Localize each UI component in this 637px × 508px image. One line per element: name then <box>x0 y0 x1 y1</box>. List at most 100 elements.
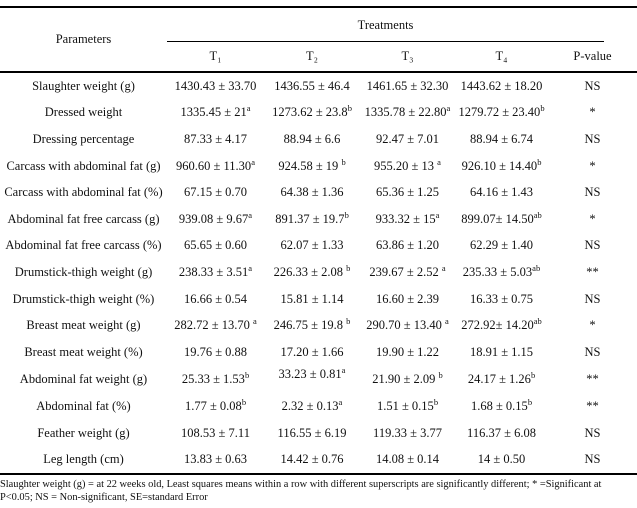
treatment-value-cell: 62.07 ± 1.33 <box>280 238 344 253</box>
treatment-value-cell: 239.67 ± 2.52 a <box>369 262 446 279</box>
treatment-value-cell: 1335.78 ± 22.80a <box>364 103 451 120</box>
parameter-cell: Breast meat weight (g) <box>26 318 141 333</box>
treatment-value-cell: 88.94 ± 6.74 <box>469 131 534 146</box>
treatment-value-cell: 87.33 ± 4.17 <box>183 131 248 146</box>
treatment-value-cell: 63.86 ± 1.20 <box>375 238 440 253</box>
treatment-value-cell: 13.83 ± 0.63 <box>183 452 248 467</box>
parameter-cell: Drumstick-thigh weight (g) <box>14 264 153 279</box>
treatment-value-cell: 246.75 ± 19.8 b <box>273 315 351 333</box>
treatment-value-cell: 19.90 ± 1.22 <box>375 344 440 359</box>
column-header-t3: T₃ <box>360 42 455 73</box>
table-row: Breast meat weight (%) 19.76 ± 0.88 17.20 … <box>0 339 637 366</box>
treatment-value-cell: 939.08 ± 9.67a <box>178 209 253 226</box>
parameter-cell: Drumstick-thigh weight (%) <box>12 291 155 306</box>
table-row: Dressing percentage 87.33 ± 4.17 88.94 ± 6… <box>0 126 637 153</box>
treatment-value-cell: 17.20 ± 1.66 <box>280 344 344 359</box>
treatment-value-cell: 2.32 ± 0.13a <box>281 396 343 413</box>
parameter-cell: Dressing percentage <box>32 131 135 146</box>
footnote-line: Slaughter weight (g) = at 22 weeks old, … <box>0 478 602 490</box>
treatment-value-cell: 65.65 ± 0.60 <box>183 238 248 253</box>
treatment-value-cell: 226.33 ± 2.08 b <box>273 262 351 279</box>
parameter-cell: Breast meat weight (%) <box>24 344 143 359</box>
treatment-value-cell: 16.60 ± 2.39 <box>375 291 440 306</box>
treatment-value-cell: 891.37 ± 19.7b <box>275 209 349 226</box>
treatment-value-cell: 24.17 ± 1.26b <box>467 369 536 386</box>
table-row: Carcass with abdominal fat (g) 960.60 ± 1… <box>0 153 637 180</box>
treatment-value-cell: 16.66 ± 0.54 <box>183 291 248 306</box>
table-footnote: Slaughter weight (g) = at 22 weeks old, … <box>0 478 637 504</box>
parameter-cell: Abdominal fat weight (g) <box>19 371 148 386</box>
parameter-cell: Abdominal fat (%) <box>36 398 131 413</box>
treatment-value-cell: 1443.62 ± 18.20 <box>460 78 543 93</box>
treatment-value-cell: 64.16 ± 1.43 <box>469 185 534 200</box>
treatment-value-cell: 282.72 ± 13.70 a <box>174 315 257 333</box>
table-row: Breast meat weight (g) 282.72 ± 13.70 a 24… <box>0 312 637 339</box>
treatment-value-cell: 1430.43 ± 33.70 <box>174 78 257 93</box>
treatment-value-cell: 62.29 ± 1.40 <box>469 238 534 253</box>
table-row: Carcass with abdominal fat (%) 67.15 ± 0.… <box>0 179 637 206</box>
treatment-value-cell: 1335.45 ± 21a <box>180 103 251 120</box>
treatment-value-cell: 88.94 ± 6.6 <box>283 131 341 146</box>
treatment-value-cell: 1279.72 ± 23.40b <box>458 103 545 120</box>
treatment-value-cell: 924.58 ± 19 b <box>278 156 346 173</box>
treatment-value-cell: 19.76 ± 0.88 <box>183 344 248 359</box>
column-header-row: T₁ T₂ T₃ T₄ P-value <box>0 42 637 73</box>
treatment-value-cell: 272.92± 14.20ab <box>461 315 542 333</box>
column-header-t4: T₄ <box>455 42 548 73</box>
treatment-value-cell: 290.70 ± 13.40 a <box>366 315 449 333</box>
column-header-t1: T₁ <box>167 42 264 73</box>
treatments-group-header: Treatments <box>167 7 637 42</box>
treatment-value-cell: 1.51 ± 0.15b <box>376 396 439 413</box>
treatment-value-cell: 235.33 ± 5.03ab <box>462 262 541 279</box>
treatment-value-cell: 14.42 ± 0.76 <box>280 452 344 467</box>
treatment-value-cell: 960.60 ± 11.30a <box>176 156 255 173</box>
treatment-value-cell: 116.55 ± 6.19 <box>277 425 347 440</box>
pvalue-cell: NS <box>584 238 601 253</box>
treatment-value-cell: 33.23 ± 0.81a <box>278 365 346 381</box>
column-header-t2: T₂ <box>264 42 360 73</box>
parameter-cell: Feather weight (g) <box>37 425 130 440</box>
table-row: Abdominal fat weight (g) 25.33 ± 1.53b 33.… <box>0 366 637 394</box>
treatment-value-cell: 18.91 ± 1.15 <box>469 344 534 359</box>
parameter-cell: Leg length (cm) <box>43 452 124 467</box>
table-row: Feather weight (g) 108.53 ± 7.11 116.55 ± … <box>0 420 637 447</box>
pvalue-cell: * <box>589 158 596 173</box>
pvalue-cell: NS <box>584 452 601 467</box>
table-row: Slaughter weight (g) 1430.43 ± 33.70 1436.… <box>0 72 637 100</box>
pvalue-cell: * <box>589 211 596 226</box>
treatment-value-cell: 1461.65 ± 32.30 <box>366 78 449 93</box>
group-header-row: Parameters Treatments <box>0 7 637 73</box>
parameter-cell: Abdominal fat free carcass (%) <box>5 238 162 253</box>
footnote-line: P<0.05; NS = Non-significant, SE=standar… <box>0 491 208 503</box>
parameter-cell: Dressed weight <box>44 105 123 120</box>
parameter-cell: Abdominal fat free carcass (g) <box>7 211 160 226</box>
treatment-value-cell: 16.33 ± 0.75 <box>469 291 534 306</box>
pvalue-cell: NS <box>584 425 601 440</box>
treatments-group-label: Treatments <box>167 8 605 42</box>
parameter-cell: Carcass with abdominal fat (g) <box>6 158 161 173</box>
pvalue-cell: ** <box>586 398 599 413</box>
column-header-pvalue: P-value <box>548 42 637 73</box>
table-row: Leg length (cm) 13.83 ± 0.63 14.42 ± 0.76 1… <box>0 446 637 474</box>
table-row: Abdominal fat (%) 1.77 ± 0.08b 2.32 ± 0.13… <box>0 393 637 420</box>
table-body: Slaughter weight (g) 1430.43 ± 33.70 1436.… <box>0 72 637 474</box>
treatment-value-cell: 15.81 ± 1.14 <box>280 291 344 306</box>
pvalue-cell: * <box>589 105 596 120</box>
treatment-value-cell: 1436.55 ± 46.4 <box>274 78 350 93</box>
pvalue-cell: NS <box>584 185 601 200</box>
parameter-cell: Carcass with abdominal fat (%) <box>4 185 163 200</box>
treatment-value-cell: 926.10 ± 14.40b <box>461 156 542 173</box>
treatment-value-cell: 933.32 ± 15a <box>375 209 440 226</box>
treatment-value-cell: 1.77 ± 0.08b <box>184 396 247 413</box>
treatment-value-cell: 64.38 ± 1.36 <box>280 185 344 200</box>
parameter-cell: Slaughter weight (g) <box>32 78 135 93</box>
table-row: Drumstick-thigh weight (%) 16.66 ± 0.54 15… <box>0 286 637 313</box>
pvalue-cell: * <box>589 318 596 333</box>
treatment-value-cell: 955.20 ± 13 a <box>374 156 441 173</box>
treatment-value-cell: 92.47 ± 7.01 <box>375 131 440 146</box>
table-row: Abdominal fat free carcass (%) 65.65 ± 0.… <box>0 233 637 260</box>
pvalue-cell: ** <box>586 264 599 279</box>
treatment-value-cell: 14.08 ± 0.14 <box>375 452 440 467</box>
treatment-value-cell: 65.36 ± 1.25 <box>375 185 440 200</box>
